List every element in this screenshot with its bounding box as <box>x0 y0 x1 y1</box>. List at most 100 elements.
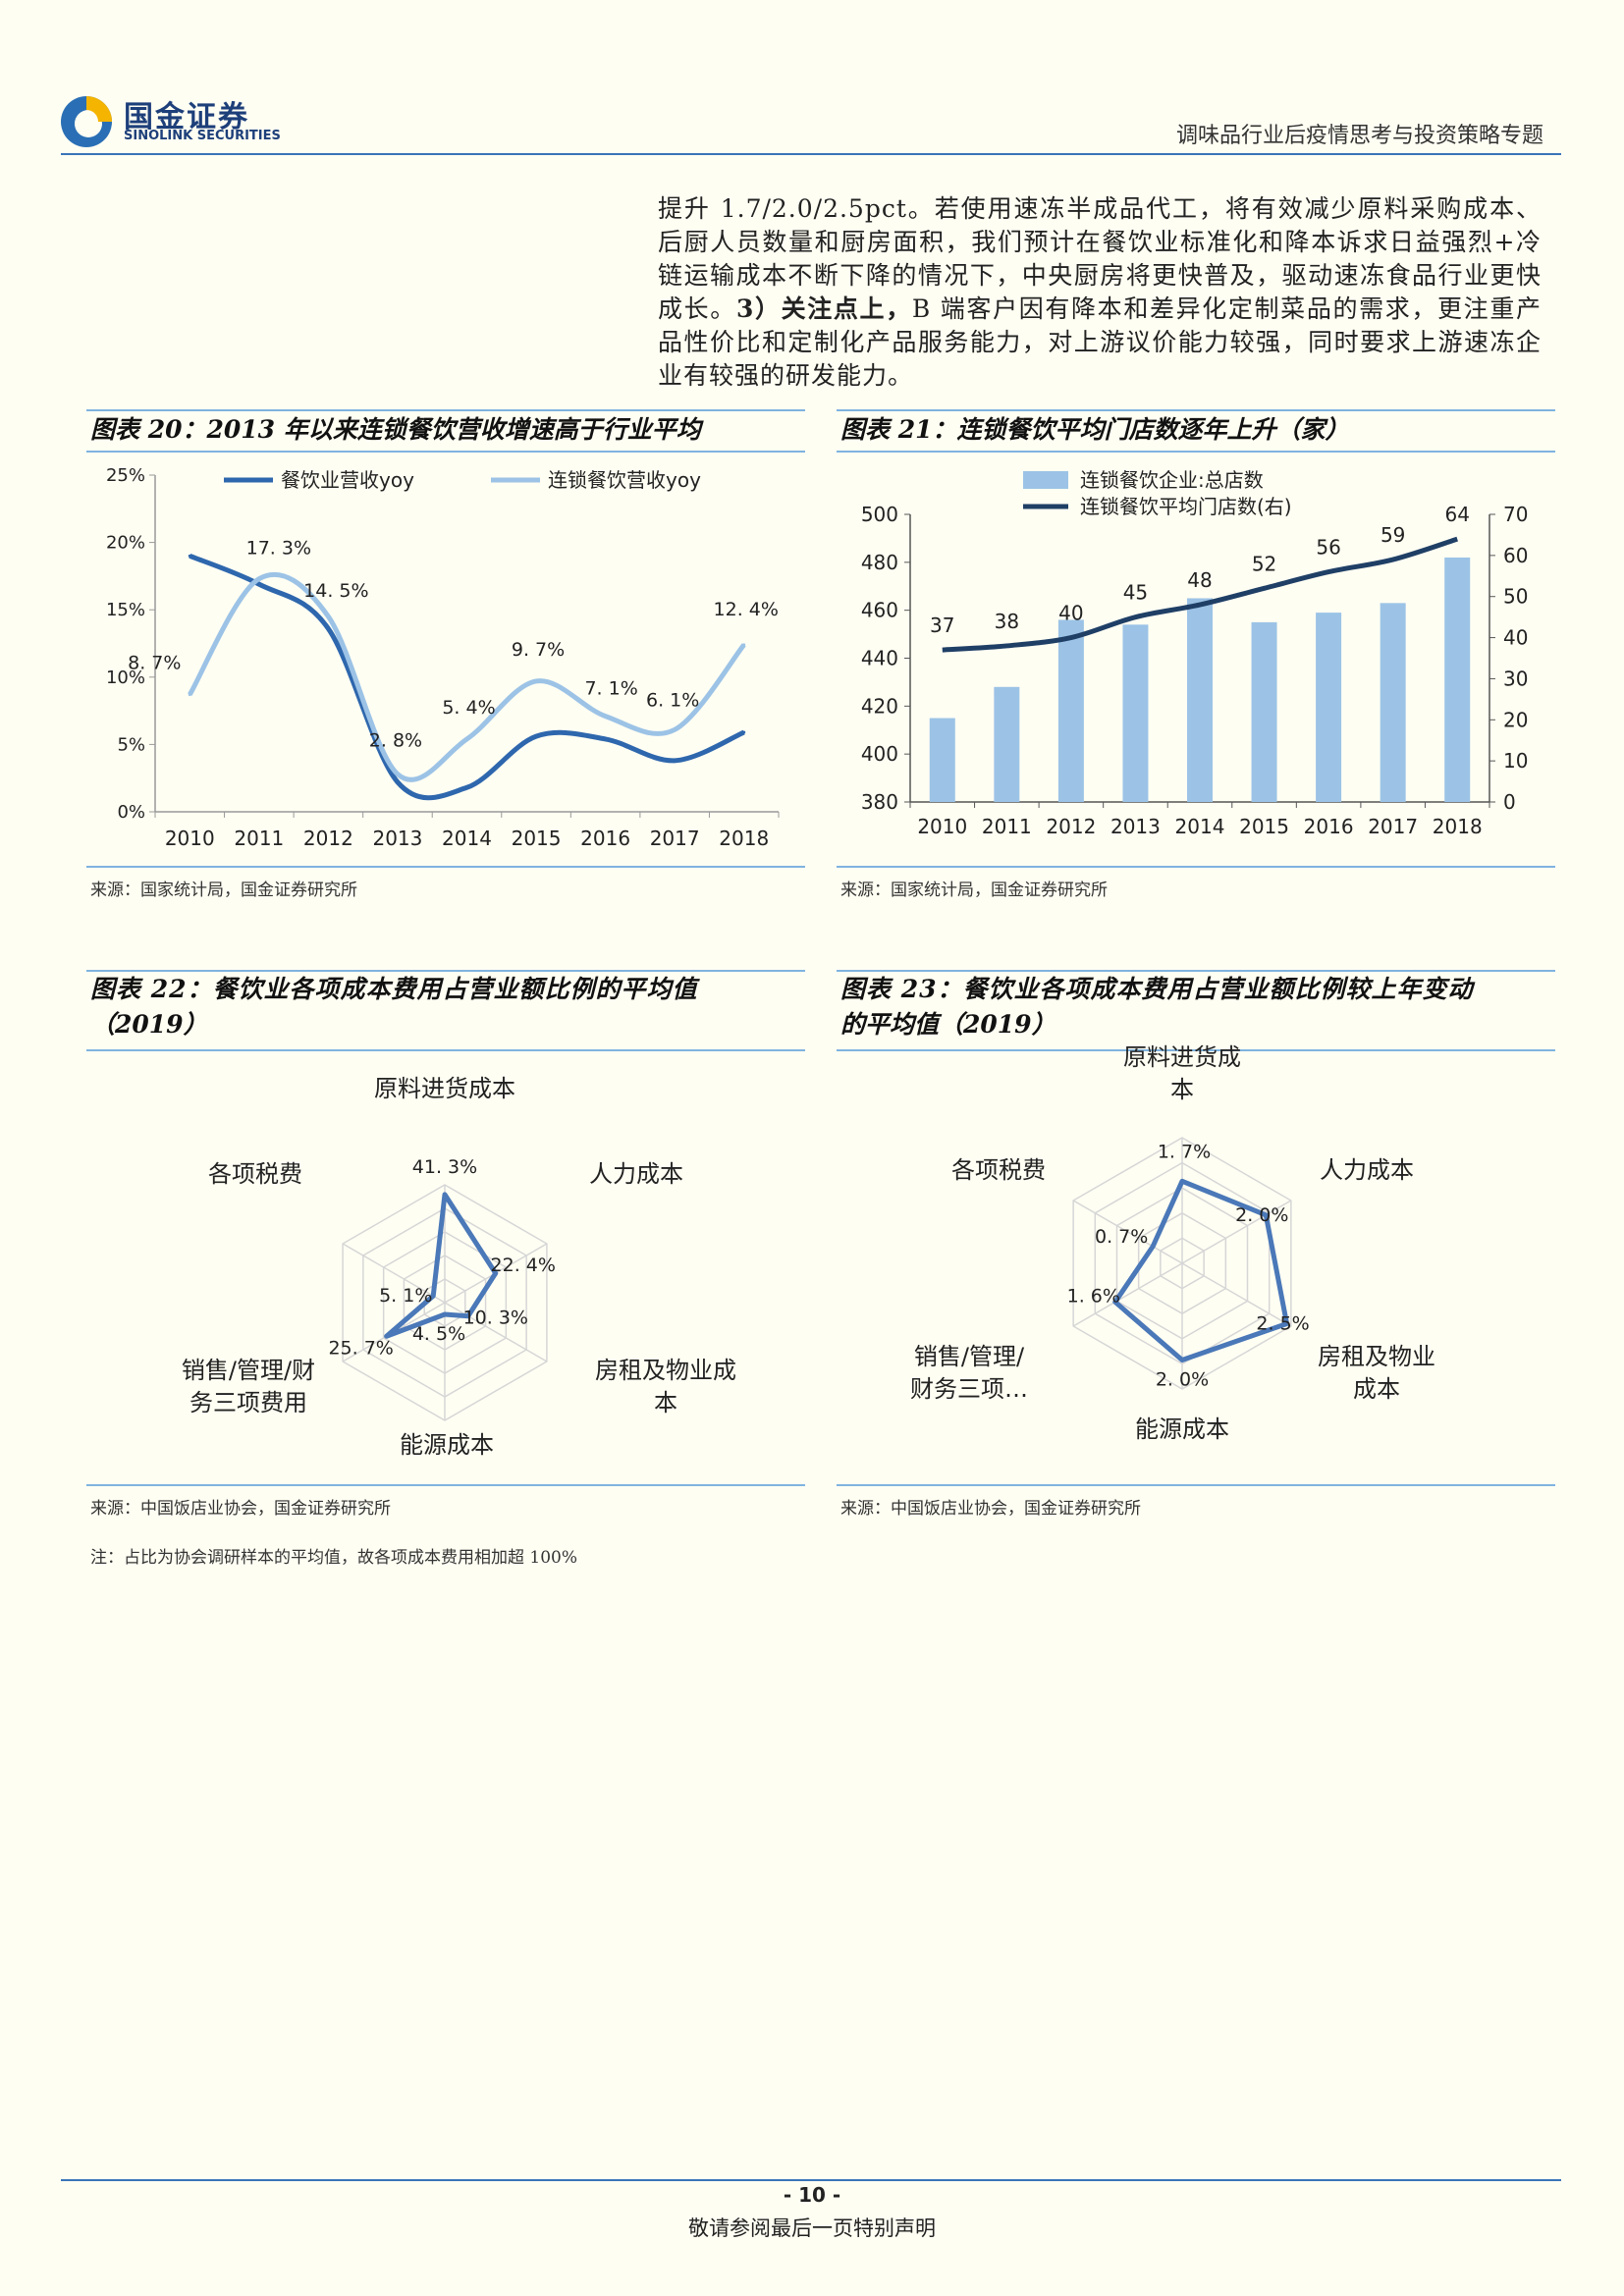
fig21-source: 来源：国家统计局，国金证券研究所 <box>840 881 1108 900</box>
data-point <box>534 734 538 738</box>
data-label: 52 <box>1252 552 1276 575</box>
right-tick-label: 30 <box>1503 667 1528 690</box>
radar-axis-label: 能源成本 <box>400 1431 494 1459</box>
radar-axis-label: 本 <box>1170 1076 1194 1103</box>
data-point <box>673 759 677 763</box>
radar-spoke <box>1072 1200 1183 1264</box>
fig20-title: 图表 20：2013 年以来连锁餐饮营收增速高于行业平均 <box>90 415 701 444</box>
radar-value-label: 41. 3% <box>412 1156 477 1178</box>
radar-axis-label: 能源成本 <box>1135 1415 1229 1443</box>
radar-axis-label: 各项税费 <box>951 1156 1046 1184</box>
radar-spoke <box>1181 1262 1292 1327</box>
fig23-title-line2: 的平均值（2019） <box>840 1010 1056 1039</box>
x-tick-label: 2014 <box>442 827 492 850</box>
data-label: 38 <box>995 610 1019 633</box>
legend-label: 连锁餐饮营收yoy <box>548 468 701 492</box>
radar-value-label: 2. 0% <box>1156 1368 1209 1390</box>
fig23-title-line1: 图表 23：餐饮业各项成本费用占营业额比例较上年变动 <box>840 975 1474 1003</box>
fig20-top-rule <box>86 409 805 411</box>
right-tick-label: 20 <box>1503 708 1528 731</box>
fig23-top-rule <box>837 970 1555 972</box>
radar-axis-label: 务三项费用 <box>189 1389 307 1416</box>
disclaimer: 敬请参阅最后一页特别声明 <box>688 2216 936 2240</box>
data-label: 45 <box>1123 581 1148 605</box>
data-label: 14. 5% <box>303 580 368 602</box>
bar <box>929 718 955 802</box>
data-label: 64 <box>1444 503 1469 526</box>
data-label: 7. 1% <box>584 678 637 700</box>
header-rule <box>61 153 1561 155</box>
y-tick-label: 5% <box>117 734 145 755</box>
left-tick-label: 420 <box>861 694 898 718</box>
radar-axis-label: 原料进货成 <box>1123 1043 1241 1071</box>
radar-axis-label: 人力成本 <box>589 1160 683 1188</box>
footer-rule <box>61 2179 1561 2181</box>
radar-axis-label: 原料进货成本 <box>374 1075 515 1102</box>
radar-axis-label: 成本 <box>1353 1375 1400 1403</box>
left-tick-label: 480 <box>861 551 898 574</box>
x-tick-label: 2018 <box>1433 815 1483 838</box>
y-tick-label: 0% <box>117 802 145 823</box>
x-tick-label: 2011 <box>234 827 284 850</box>
data-label: 5. 4% <box>442 697 495 719</box>
left-tick-label: 400 <box>861 742 898 766</box>
radar-value-label: 25. 7% <box>328 1337 393 1359</box>
x-tick-label: 2017 <box>650 827 700 850</box>
legend-swatch-bar <box>1023 471 1068 489</box>
radar-value-label: 1. 7% <box>1158 1141 1211 1162</box>
radar-axis-label: 房租及物业 <box>1318 1343 1435 1370</box>
data-point <box>326 614 330 618</box>
right-tick-label: 50 <box>1503 585 1528 609</box>
body-text-1: 提升 1.7/2.0/2.5pct。若使用速冻半成品代工，将有效减少原料采购成本… <box>658 194 1542 323</box>
fig22-title-line1: 图表 22：餐饮业各项成本费用占营业额比例的平均值 <box>90 975 698 1003</box>
radar-axis-label: 本 <box>654 1389 677 1416</box>
radar-axis-label: 销售/管理/ <box>914 1343 1025 1370</box>
data-label: 8. 7% <box>128 653 181 674</box>
bar <box>994 686 1020 802</box>
radar-value-label: 4. 5% <box>412 1323 465 1345</box>
data-point <box>465 737 468 741</box>
data-point <box>465 785 468 789</box>
radar-axis-label: 房租及物业成 <box>595 1357 736 1384</box>
x-tick-label: 2010 <box>165 827 215 850</box>
bar <box>1122 624 1149 802</box>
fig23-bottom-rule <box>837 1484 1555 1486</box>
bar <box>1444 557 1471 802</box>
x-tick-label: 2014 <box>1175 815 1225 838</box>
data-point <box>534 679 538 683</box>
fig20-source: 来源：国家统计局，国金证券研究所 <box>90 881 357 900</box>
data-point <box>742 643 746 647</box>
data-label: 48 <box>1187 568 1212 592</box>
fig22-top-rule <box>86 970 805 972</box>
fig22-bottom-rule <box>86 1484 805 1486</box>
logo-en: SINOLINK SECURITIES <box>124 129 281 143</box>
x-tick-label: 2010 <box>917 815 967 838</box>
legend-label: 连锁餐饮平均门店数(右) <box>1080 495 1292 518</box>
y-tick-label: 25% <box>106 465 145 486</box>
radar-value-label: 22. 4% <box>491 1255 556 1276</box>
y-tick-label: 15% <box>106 600 145 620</box>
y-tick-label: 20% <box>106 533 145 554</box>
radar-spoke <box>1072 1262 1183 1327</box>
radar-value-label: 1. 6% <box>1067 1285 1120 1307</box>
fig20-mid-rule <box>86 451 805 453</box>
note: 注：占比为协会调研样本的平均值，故各项成本费用相加超 100% <box>90 1548 578 1568</box>
fig21-chart: 380 400 420 440 460 480 500 0 10 20 30 40 50 60 70 2010… <box>861 468 1529 838</box>
x-tick-label: 2015 <box>1239 815 1289 838</box>
data-label: 12. 4% <box>714 599 779 620</box>
fig20-chart: 0% 5% 10% 15% 20% 25% 2010 2011 2012 2013 2014 2015… <box>106 465 780 850</box>
fig21-top-rule <box>837 409 1555 411</box>
series-line <box>188 571 746 782</box>
legend-label: 连锁餐饮企业:总店数 <box>1080 468 1264 492</box>
x-tick-label: 2016 <box>580 827 630 850</box>
left-tick-label: 500 <box>861 503 898 526</box>
x-tick-label: 2013 <box>372 827 422 850</box>
data-point <box>396 773 400 776</box>
fig23-mid-rule <box>837 1049 1555 1051</box>
x-tick-label: 2018 <box>719 827 769 850</box>
data-label: 6. 1% <box>646 689 699 711</box>
left-tick-label: 440 <box>861 647 898 670</box>
left-tick-label: 380 <box>861 790 898 814</box>
legend-label: 餐饮业营收yoy <box>281 468 414 492</box>
